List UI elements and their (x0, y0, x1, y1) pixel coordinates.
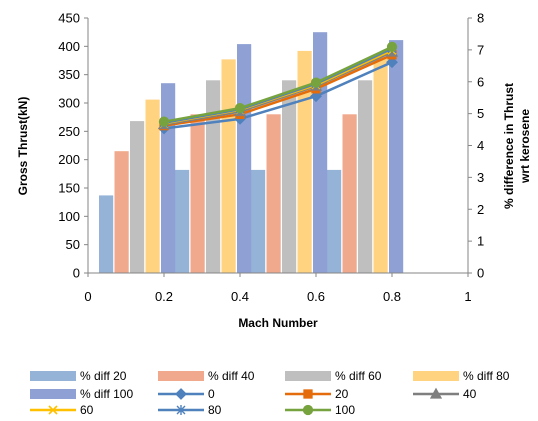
bar-diff-60-1 (206, 80, 221, 273)
legend-swatch (30, 389, 76, 399)
legend-item-40: 40 (413, 387, 477, 401)
bar-diff-80-0 (145, 99, 160, 273)
x-tick-label: 0.2 (155, 289, 173, 304)
y-tick-label: 100 (58, 209, 80, 224)
legend-marker (429, 387, 443, 399)
legend-swatch (413, 371, 459, 381)
legend-label: % diff 20 (80, 369, 127, 383)
bar-diff-40-1 (190, 114, 205, 273)
legend-item-100: 100 (285, 403, 355, 417)
legend-label: 40 (463, 387, 477, 401)
bar-diff-100-3 (389, 40, 404, 273)
legend-marker (176, 405, 186, 415)
legend-label: 100 (335, 403, 355, 416)
point-0-3 (386, 56, 398, 69)
y2-axis-title-line2: wrt kerosene (518, 109, 532, 184)
y2-tick-label: 8 (477, 11, 484, 26)
legend-item-diff-80: % diff 80 (413, 369, 510, 383)
legend-item-diff-20: % diff 20 (30, 369, 127, 383)
legend-marker (302, 404, 314, 416)
x-tick-label: 0 (84, 289, 91, 304)
point-100-3 (386, 41, 398, 53)
point-100-2 (310, 77, 322, 88)
bar-diff-20-2 (251, 169, 266, 273)
bar-diff-20-0 (99, 195, 114, 273)
point-100-0 (158, 116, 170, 127)
y-axis-title: Gross Thrust(kN) (16, 97, 30, 196)
point-100-1 (234, 102, 246, 114)
legend-label: % diff 80 (463, 369, 510, 383)
x-tick-label: 0.4 (231, 289, 249, 304)
y2-tick-label: 6 (477, 74, 484, 89)
y-tick-label: 400 (58, 39, 80, 54)
legend-marker (48, 405, 58, 415)
line-series-60 (163, 49, 393, 125)
y-tick-label: 250 (58, 124, 80, 139)
y2-tick-label: 5 (477, 106, 484, 121)
x-tick-label: 0.8 (383, 289, 401, 304)
y-tick-label: 150 (58, 181, 80, 196)
legend-marker (175, 388, 187, 400)
bar-diff-100-2 (313, 32, 328, 274)
legend-item-diff-60: % diff 60 (285, 369, 382, 383)
line-series-100 (163, 45, 393, 123)
y2-tick-label: 0 (477, 266, 484, 281)
legend-label: 0 (208, 387, 215, 401)
legend-label: 20 (335, 387, 349, 401)
bar-diff-40-0 (114, 151, 129, 273)
legend-item-80: 80 (158, 403, 222, 417)
legend-item-20: 20 (285, 387, 349, 401)
legend-swatch (285, 371, 331, 381)
bar-diff-20-1 (175, 169, 190, 273)
x-tick-label: 0.6 (307, 289, 325, 304)
line-series-20 (163, 53, 393, 127)
bar-diff-60-0 (130, 121, 145, 273)
legend-swatch (30, 371, 76, 381)
bar-diff-20-3 (327, 169, 342, 273)
y2-axis-title-line1: % difference in Thrust (502, 83, 516, 209)
point-0-2 (310, 90, 322, 103)
line-series-80 (163, 47, 393, 125)
bar-diff-100-1 (237, 44, 252, 273)
y2-tick-label: 4 (477, 138, 484, 153)
legend-swatch (158, 371, 204, 381)
lines-layer (157, 41, 399, 135)
bar-diff-80-3 (373, 57, 388, 273)
y2-tick-label: 3 (477, 170, 484, 185)
line-series-40 (163, 50, 393, 126)
bar-diff-60-2 (282, 80, 297, 273)
legend-marker (303, 389, 313, 399)
legend-label: 60 (80, 403, 94, 416)
y-tick-label: 350 (58, 67, 80, 82)
y-tick-label: 450 (58, 11, 80, 26)
x-tick-label: 1 (464, 289, 471, 304)
bar-diff-60-3 (358, 80, 373, 273)
y2-tick-label: 2 (477, 202, 484, 217)
x-axis-title: Mach Number (238, 316, 318, 330)
y2-tick-label: 7 (477, 42, 484, 57)
bar-diff-80-1 (221, 59, 236, 274)
legend-label: 80 (208, 403, 222, 416)
legend-item-0: 0 (158, 387, 215, 401)
y-tick-label: 200 (58, 152, 80, 167)
y2-tick-label: 1 (477, 234, 484, 249)
bar-diff-40-3 (342, 114, 357, 273)
legend-label: % diff 60 (335, 369, 382, 383)
bar-diff-40-2 (266, 114, 281, 273)
legend-label: % diff 40 (208, 369, 255, 383)
y-tick-label: 300 (58, 96, 80, 111)
y-tick-label: 50 (66, 237, 80, 252)
legend-item-60: 60 (30, 403, 94, 417)
y-tick-label: 0 (73, 266, 80, 281)
legend: % diff 20 % diff 40 % diff 60 % diff 80 % di… (30, 369, 510, 417)
legend-item-diff-100: % diff 100 (30, 387, 133, 401)
bar-diff-100-0 (161, 83, 176, 273)
line-series-0 (163, 61, 393, 130)
legend-label: % diff 100 (80, 387, 133, 401)
bar-diff-80-2 (297, 50, 312, 274)
legend-item-diff-40: % diff 40 (158, 369, 255, 383)
